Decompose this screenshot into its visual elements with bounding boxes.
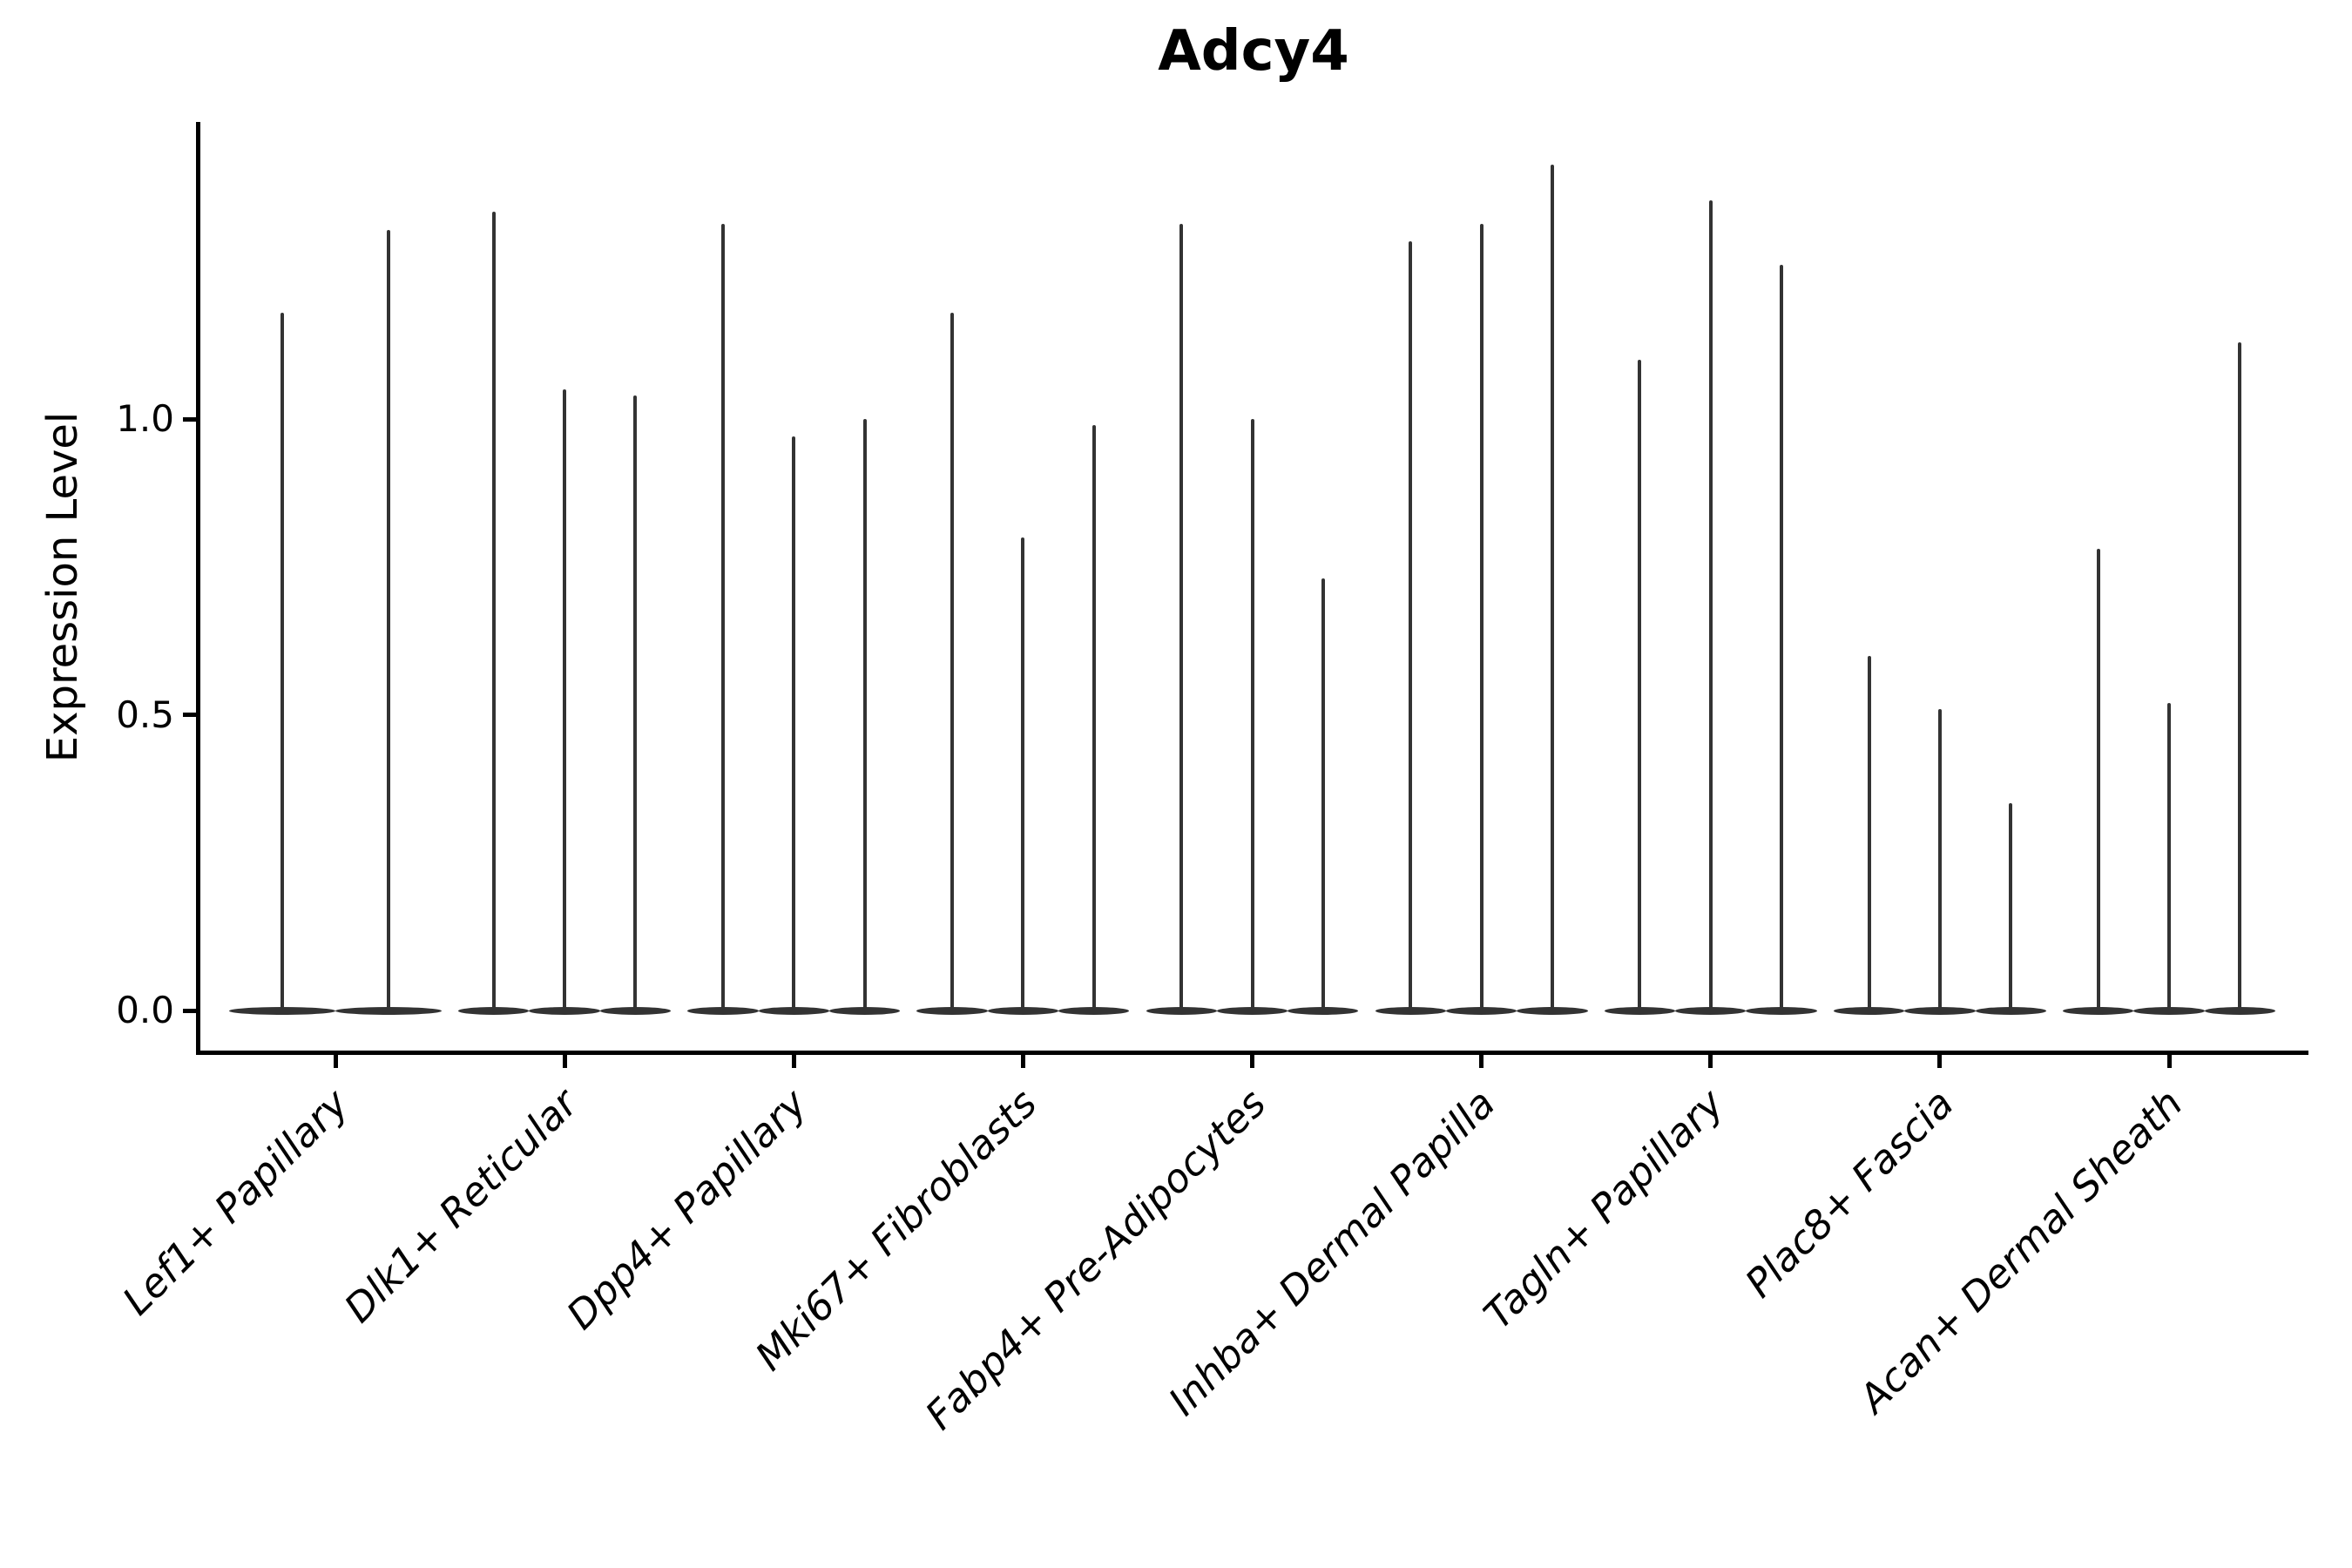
violin-tail-spike <box>387 229 390 1010</box>
violin-body <box>529 1006 600 1015</box>
violin-tail-spike <box>792 436 796 1010</box>
violin-body <box>1375 1006 1446 1015</box>
y-axis-spine <box>196 122 200 1055</box>
violin-body <box>987 1006 1059 1015</box>
violin-body <box>1904 1006 1976 1015</box>
violin-body <box>458 1006 530 1015</box>
violin-tail-spike <box>1638 360 1642 1010</box>
violin-tail-spike <box>950 312 955 1010</box>
violin-body <box>599 1006 672 1015</box>
violin-body <box>2063 1006 2134 1015</box>
x-tick <box>1020 1055 1025 1068</box>
violin-body <box>1058 1006 1130 1015</box>
x-tick-label: Plac8+ Fascia <box>1735 1080 1963 1307</box>
violin-body <box>2204 1006 2275 1015</box>
violin-body <box>1445 1006 1517 1015</box>
violin-tail-spike <box>1708 199 1713 1010</box>
violin-tail-spike <box>1021 537 1025 1010</box>
violin-body <box>828 1006 901 1015</box>
x-tick <box>1937 1055 1943 1068</box>
y-tick <box>183 713 196 717</box>
violin-tail-spike <box>280 312 284 1010</box>
y-tick-label: 0.5 <box>116 693 174 736</box>
violin-body <box>1833 1006 1905 1015</box>
violin-body <box>758 1006 829 1015</box>
violin-tail-spike <box>1937 708 1942 1010</box>
x-tick <box>1708 1055 1713 1068</box>
violin-tail-spike <box>720 223 725 1010</box>
y-axis-label: Expression Level <box>38 411 87 763</box>
violin-body <box>1517 1006 1588 1015</box>
violin-tail-spike <box>1321 578 1325 1010</box>
violin-tail-spike <box>1867 655 1871 1010</box>
violin-body <box>916 1006 988 1015</box>
violin-body <box>687 1006 759 1015</box>
x-tick <box>1479 1055 1484 1068</box>
violin-tail-spike <box>1179 223 1184 1010</box>
violin-body <box>229 1006 335 1015</box>
x-tick-label: Lef1+ Papillary <box>113 1080 358 1324</box>
violin-tail-spike <box>1409 241 1413 1010</box>
violin-body <box>1604 1006 1676 1015</box>
x-tick-label: Dlk1+ Reticular <box>335 1080 587 1332</box>
violin-tail-spike <box>491 212 496 1010</box>
y-tick-label: 1.0 <box>116 397 174 440</box>
violin-tail-spike <box>2009 803 2013 1010</box>
x-tick-label: Tagln+ Papillary <box>1475 1080 1734 1338</box>
violin-tail-spike <box>1479 223 1484 1010</box>
x-axis-spine <box>196 1051 2308 1055</box>
violin-tail-spike <box>1550 165 1554 1010</box>
violin-tail-spike <box>2238 341 2242 1010</box>
x-tick <box>333 1055 338 1068</box>
y-tick-label: 0.0 <box>116 989 174 1031</box>
violin-body <box>1216 1006 1288 1015</box>
violin-body <box>1975 1006 2046 1015</box>
violin-tail-spike <box>1250 419 1254 1010</box>
violin-body <box>1288 1006 1359 1015</box>
x-tick <box>562 1055 567 1068</box>
violin-tail-spike <box>563 389 567 1010</box>
x-tick <box>791 1055 796 1068</box>
violin-body <box>2133 1006 2205 1015</box>
violin-tail-spike <box>2096 549 2100 1010</box>
violin-body <box>335 1006 442 1015</box>
y-tick <box>183 416 196 422</box>
x-tick <box>1250 1055 1254 1068</box>
x-tick <box>2166 1055 2172 1068</box>
chart-title: Adcy4 <box>1158 19 1349 84</box>
violin-tail-spike <box>1780 265 1784 1010</box>
x-tick-label: Dpp4+ Papillary <box>558 1080 816 1339</box>
y-tick <box>183 1008 196 1013</box>
violin-body <box>1746 1006 1817 1015</box>
violin-body <box>1146 1006 1217 1015</box>
violin-tail-spike <box>633 395 638 1010</box>
violin-tail-spike <box>1092 424 1096 1010</box>
violin-tail-spike <box>2167 702 2171 1010</box>
violin-tail-spike <box>862 419 867 1010</box>
violin-body <box>1675 1006 1747 1015</box>
